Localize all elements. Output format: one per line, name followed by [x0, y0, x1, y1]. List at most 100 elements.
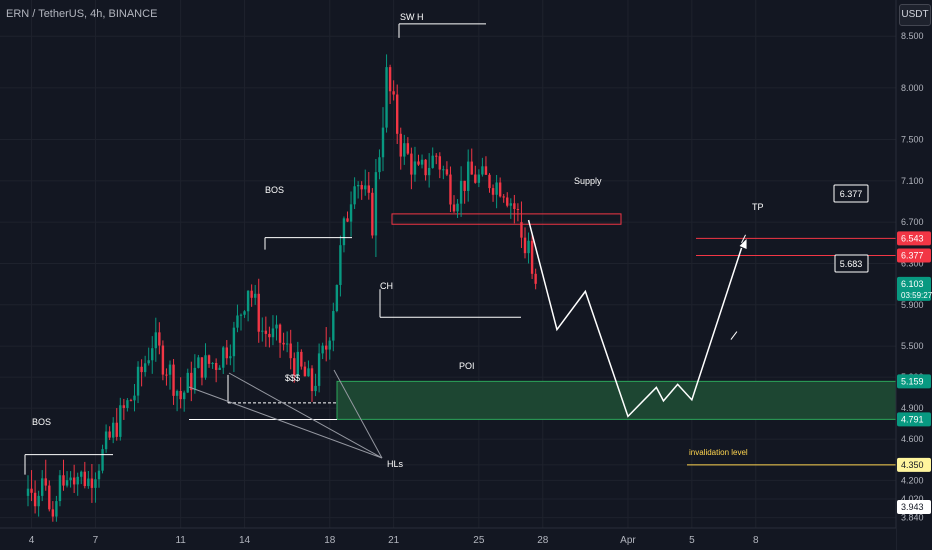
candle-body	[250, 290, 253, 298]
hls-label: HLs	[387, 459, 404, 469]
candle-body	[317, 353, 321, 386]
candle-body	[33, 492, 37, 507]
candle-body	[289, 343, 292, 359]
candle-body	[371, 192, 374, 236]
price-tick-label: 3.840	[901, 513, 924, 523]
candle-body	[325, 345, 328, 350]
price-axis[interactable]: 8.500 8.000 7.500 7.100 6.700 6.300 5.900 5.500…	[895, 0, 932, 550]
candle-body	[143, 363, 147, 373]
candle-body	[360, 184, 363, 190]
candle-body	[186, 372, 189, 393]
candle-body	[424, 159, 427, 176]
callout-5683-pointer	[730, 331, 738, 340]
candle-body	[332, 311, 335, 341]
price-badge-label: 4.350	[901, 460, 924, 470]
time-axis-bg	[0, 528, 896, 550]
price-badge-label: 5.159	[901, 376, 924, 386]
candle-body	[101, 449, 104, 471]
annotation-drawings	[24, 23, 896, 475]
candle-body	[474, 174, 477, 183]
candle-body	[58, 475, 62, 502]
candle-body	[236, 315, 239, 328]
time-axis[interactable]: 4 7 11 14 18 21 25 28 Apr 5 8	[0, 527, 896, 550]
candles	[26, 54, 537, 522]
candle-body	[264, 330, 268, 334]
candle-body	[246, 290, 250, 312]
candle-body	[62, 475, 65, 486]
candle-body	[204, 355, 207, 378]
annotation-labels: BOS BOS SW H CH Supply TP POI $$$ HLs in…	[32, 12, 764, 469]
candle-body	[232, 327, 236, 357]
candle-body	[484, 166, 488, 175]
candle-body	[513, 203, 516, 209]
price-badge	[897, 412, 931, 427]
candle-body	[388, 67, 392, 92]
candle-body	[197, 357, 200, 368]
candle-body	[104, 431, 108, 450]
swh-label: SW H	[400, 12, 424, 22]
candle-body	[303, 366, 307, 377]
candle-body	[445, 169, 449, 175]
price-tick-label: 5.900	[901, 300, 924, 310]
candle-body	[403, 143, 406, 157]
candle-body	[516, 208, 520, 210]
liquidity-label: $$$	[285, 373, 300, 383]
bos-left-label: BOS	[32, 417, 51, 427]
candle-body	[72, 477, 76, 485]
candle-body	[442, 169, 445, 171]
candle-body	[420, 159, 424, 165]
time-tick-label: 5	[689, 535, 695, 546]
candle-body	[239, 314, 243, 316]
price-badge-label: 6.543	[901, 233, 924, 243]
candle-body	[207, 355, 211, 364]
candle-body	[26, 488, 30, 496]
time-tick-label: 4	[29, 535, 35, 546]
candle-body	[154, 332, 157, 349]
candle-body	[271, 328, 275, 338]
projection-path	[527, 219, 743, 418]
candle-body	[353, 186, 356, 205]
poi-zone	[336, 380, 897, 420]
candle-body	[310, 368, 314, 392]
candle-body	[495, 182, 498, 195]
candle-body	[502, 196, 505, 198]
price-badge-label: 6.377	[901, 251, 924, 261]
currency-button[interactable]: USDT	[899, 4, 931, 26]
price-badge	[897, 248, 931, 263]
candle-body	[385, 67, 388, 128]
candle-body	[161, 345, 165, 375]
candle-body	[300, 351, 303, 367]
candle-body	[193, 367, 197, 391]
candle-body	[459, 180, 463, 204]
price-tick-label: 6.700	[901, 217, 924, 227]
candle-body	[463, 180, 466, 191]
candle-body	[314, 385, 317, 392]
time-tick-label: 11	[175, 535, 186, 546]
time-tick-label: 25	[473, 535, 485, 546]
candle-body	[243, 311, 246, 315]
candle-body	[158, 332, 161, 346]
callout-5683-text: 5.683	[840, 259, 863, 269]
candle-body	[90, 478, 94, 488]
time-tick-label: 14	[239, 535, 251, 546]
annotation-zones	[336, 213, 897, 420]
callout-6377-text: 6.377	[840, 189, 863, 199]
candle-body	[83, 471, 86, 487]
candle-body	[133, 395, 136, 401]
candle-body	[399, 133, 402, 157]
candle-body	[147, 360, 150, 364]
current-price-label: 6.103	[901, 279, 924, 289]
supply-label: Supply	[574, 176, 602, 186]
candle-body	[491, 188, 495, 195]
candle-body	[438, 156, 441, 170]
candle-body	[506, 197, 509, 206]
price-badge-label: 4.791	[901, 414, 924, 424]
candle-body	[470, 161, 473, 175]
candle-body	[261, 330, 264, 332]
bos-mid-label: BOS	[265, 185, 284, 195]
supply-zone	[391, 213, 622, 225]
candle-body	[108, 431, 111, 438]
candle-body	[211, 362, 214, 364]
